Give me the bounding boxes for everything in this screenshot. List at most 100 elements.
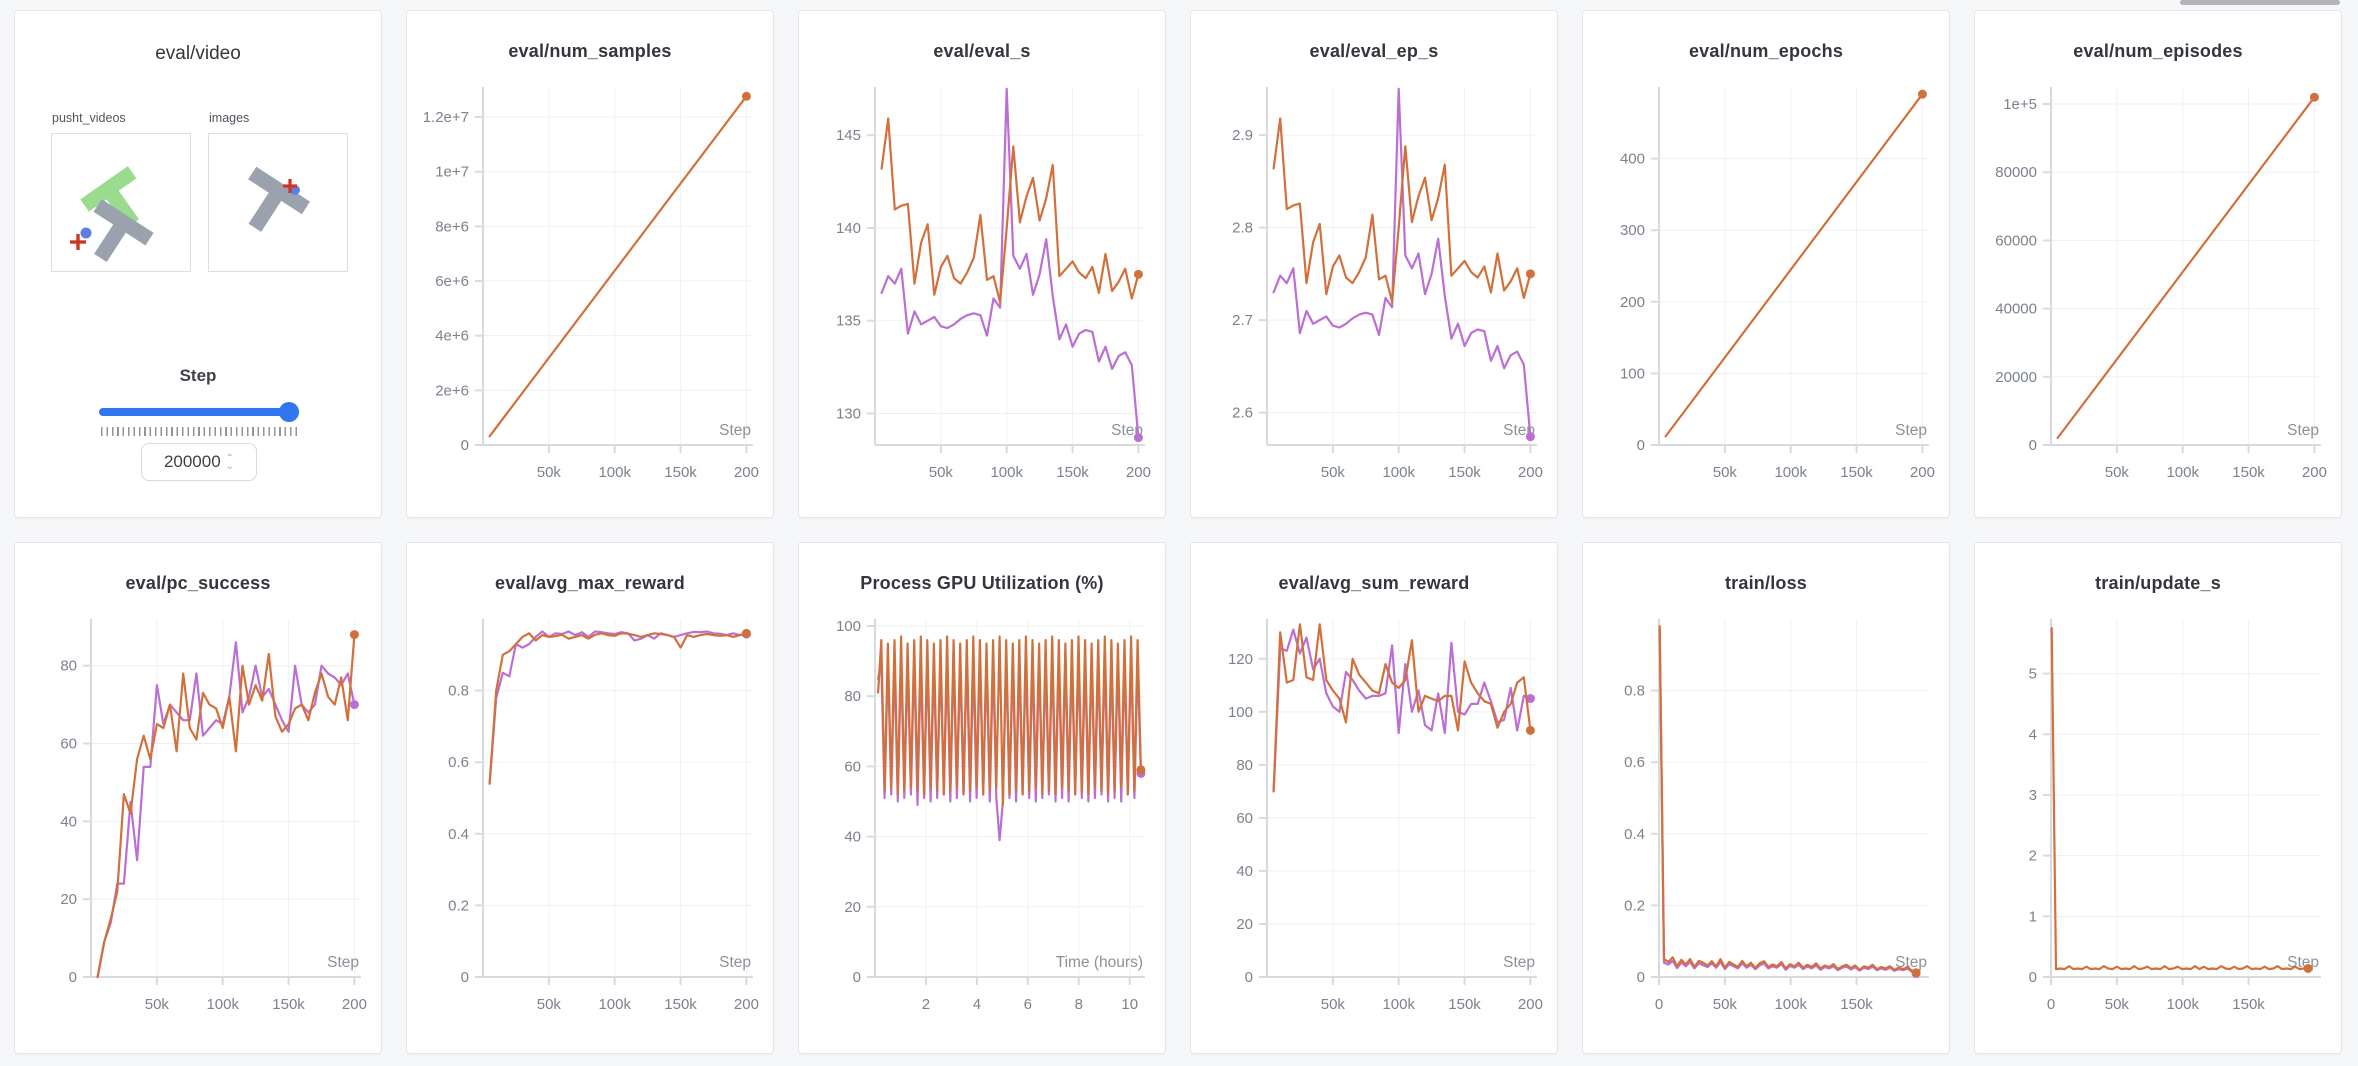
- svg-text:80: 80: [844, 688, 861, 705]
- svg-text:0.4: 0.4: [1624, 826, 1645, 843]
- svg-text:Step: Step: [1895, 954, 1927, 971]
- svg-text:8: 8: [1075, 996, 1083, 1013]
- svg-text:50k: 50k: [1321, 996, 1346, 1013]
- svg-text:10: 10: [1121, 996, 1138, 1013]
- svg-text:100k: 100k: [2166, 996, 2199, 1013]
- svg-text:4: 4: [2029, 726, 2037, 743]
- svg-text:50k: 50k: [929, 464, 954, 481]
- images-thumbnail[interactable]: [208, 133, 348, 272]
- svg-text:40: 40: [60, 813, 77, 830]
- svg-text:130: 130: [836, 405, 861, 422]
- svg-text:200: 200: [1518, 996, 1543, 1013]
- agent-dot: [80, 227, 92, 239]
- chart-plot-eval-avg-sum-reward[interactable]: 50k 100k 150k 200 0 20 40 60 80 100 120 Step: [1191, 605, 1557, 1049]
- panel-gpu-utilization: Process GPU Utilization (%) 2 4 6 8 10 0 20 40 6…: [798, 542, 1166, 1054]
- panel-eval-num-epochs: eval/num_epochs 50k 100k 150k 200 0 100 200 300…: [1582, 10, 1950, 518]
- panel-eval-pc-success: eval/pc_success 50k 100k 150k 200 0 20 40 60 80 S…: [14, 542, 382, 1054]
- pusht-videos-label: pusht_videos: [52, 111, 126, 125]
- svg-text:Step: Step: [1503, 954, 1535, 971]
- media-panel-title: eval/video: [155, 43, 241, 64]
- svg-text:50k: 50k: [1713, 996, 1738, 1013]
- svg-text:100k: 100k: [2166, 464, 2199, 481]
- horizontal-scrollbar-thumb[interactable]: [2180, 0, 2340, 5]
- step-decrement-button[interactable]: ⌄: [225, 460, 235, 472]
- chart-plot-eval-num-epochs[interactable]: 50k 100k 150k 200 0 100 200 300 400 Step: [1583, 73, 1949, 517]
- svg-text:0.2: 0.2: [448, 897, 469, 914]
- svg-text:3: 3: [2029, 787, 2037, 804]
- step-increment-button[interactable]: ⌃: [225, 452, 235, 464]
- svg-text:200: 200: [1620, 294, 1645, 311]
- svg-text:0: 0: [1245, 969, 1253, 986]
- panel-eval-num-episodes: eval/num_episodes 50k 100k 150k 200 0 20000 40…: [1974, 10, 2342, 518]
- svg-text:0.6: 0.6: [448, 754, 469, 771]
- step-value-input[interactable]: 200000 ⌃ ⌄: [141, 443, 257, 481]
- chart-title: eval/avg_max_reward: [495, 573, 685, 593]
- svg-text:0.6: 0.6: [1624, 754, 1645, 771]
- svg-text:150k: 150k: [2232, 996, 2265, 1013]
- panel-eval-avg-sum-reward: eval/avg_sum_reward 50k 100k 150k 200 0 20 40 6…: [1190, 542, 1558, 1054]
- svg-text:4: 4: [973, 996, 981, 1013]
- svg-text:150k: 150k: [1448, 996, 1481, 1013]
- svg-text:4e+6: 4e+6: [435, 328, 469, 345]
- chart-plot-train-loss[interactable]: 0 50k 100k 150k 0 0.2 0.4 0.6 0.8 Step: [1583, 605, 1949, 1049]
- step-value[interactable]: 200000: [163, 452, 221, 471]
- svg-text:100k: 100k: [1382, 464, 1415, 481]
- chart-plot-eval-avg-max-reward[interactable]: 50k 100k 150k 200 0 0.2 0.4 0.6 0.8 Step: [407, 605, 773, 1049]
- svg-text:150k: 150k: [664, 996, 697, 1013]
- svg-text:200: 200: [342, 996, 367, 1013]
- step-slider-thumb[interactable]: [279, 402, 299, 422]
- svg-text:50k: 50k: [1713, 464, 1738, 481]
- chart-title: eval/eval_s: [933, 41, 1031, 61]
- svg-text:0: 0: [1637, 437, 1645, 454]
- svg-text:0: 0: [461, 969, 469, 986]
- svg-text:60000: 60000: [1995, 232, 2037, 249]
- step-slider[interactable]: [99, 399, 299, 425]
- svg-text:20: 20: [844, 899, 861, 916]
- svg-text:80: 80: [60, 658, 77, 675]
- svg-text:60: 60: [844, 758, 861, 775]
- pusht-video-thumbnail[interactable]: [51, 133, 191, 272]
- svg-text:100k: 100k: [206, 996, 239, 1013]
- svg-text:100k: 100k: [990, 464, 1023, 481]
- svg-text:Step: Step: [327, 954, 359, 971]
- svg-text:0.2: 0.2: [1624, 897, 1645, 914]
- svg-text:150k: 150k: [664, 464, 697, 481]
- svg-text:1.2e+7: 1.2e+7: [423, 109, 469, 126]
- gray-t-block: [93, 199, 154, 263]
- svg-text:50k: 50k: [145, 996, 170, 1013]
- svg-text:100k: 100k: [1774, 464, 1807, 481]
- svg-text:0.8: 0.8: [1624, 683, 1645, 700]
- svg-text:1e+5: 1e+5: [2003, 96, 2037, 113]
- chart-plot-eval-num-samples[interactable]: 50k 100k 150k 200 0 2e+6 4e+6 6e+6 8e+6 1e+7 1.2e+…: [407, 73, 773, 517]
- svg-text:0: 0: [853, 969, 861, 986]
- svg-text:60: 60: [60, 736, 77, 753]
- svg-text:300: 300: [1620, 222, 1645, 239]
- step-slider-track[interactable]: [99, 408, 299, 416]
- svg-text:150k: 150k: [1448, 464, 1481, 481]
- panel-train-update-s: train/update_s 0 50k 100k 150k 0 1 2 3 4 5 Step: [1974, 542, 2342, 1054]
- svg-text:Step: Step: [2287, 422, 2319, 439]
- svg-text:60: 60: [1236, 810, 1253, 827]
- svg-text:20: 20: [60, 891, 77, 908]
- panel-eval-eval-ep-s: eval/eval_ep_s 50k 100k 150k 200 2.6 2.7 2.8 2.…: [1190, 10, 1558, 518]
- svg-text:100k: 100k: [598, 996, 631, 1013]
- step-slider-ruler: [101, 427, 299, 436]
- svg-text:50k: 50k: [2105, 996, 2130, 1013]
- panel-eval-eval-s: eval/eval_s 50k 100k 150k 200 130 135 140 145 St…: [798, 10, 1166, 518]
- step-stepper: ⌃ ⌄: [225, 452, 235, 472]
- chart-plot-eval-num-episodes[interactable]: 50k 100k 150k 200 0 20000 40000 60000 80000 1e+5 S…: [1975, 73, 2341, 517]
- svg-text:1: 1: [2029, 908, 2037, 925]
- chart-plot-eval-pc-success[interactable]: 50k 100k 150k 200 0 20 40 60 80 Step: [15, 605, 381, 1049]
- images-label: images: [209, 111, 250, 125]
- svg-text:140: 140: [836, 220, 861, 237]
- svg-text:200: 200: [1126, 464, 1151, 481]
- svg-text:6: 6: [1024, 996, 1032, 1013]
- chart-title: eval/avg_sum_reward: [1278, 573, 1470, 593]
- svg-text:100k: 100k: [1774, 996, 1807, 1013]
- svg-text:0: 0: [69, 969, 77, 986]
- svg-text:150k: 150k: [1840, 464, 1873, 481]
